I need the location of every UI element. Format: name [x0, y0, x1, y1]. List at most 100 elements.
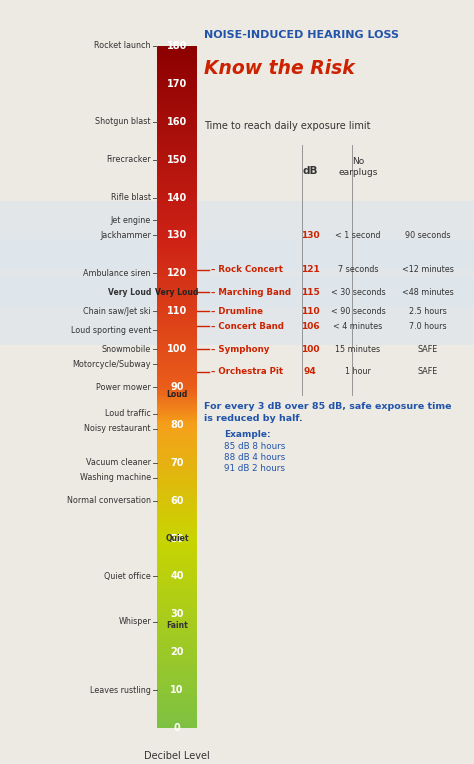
Bar: [157, 294, 197, 296]
Bar: [157, 384, 197, 385]
Bar: [157, 649, 197, 650]
Bar: [157, 482, 197, 484]
Bar: [157, 397, 197, 398]
Text: Noisy restaurant: Noisy restaurant: [84, 424, 151, 433]
Bar: [157, 571, 197, 573]
Text: Leaves rustling: Leaves rustling: [90, 685, 151, 694]
Bar: [157, 476, 197, 478]
Bar: [157, 70, 197, 73]
Bar: [157, 124, 197, 125]
Bar: [157, 60, 197, 61]
Bar: [157, 487, 197, 489]
Bar: [157, 406, 197, 408]
Bar: [157, 156, 197, 158]
Bar: [157, 463, 197, 465]
Text: 94: 94: [304, 367, 316, 377]
Bar: [157, 165, 197, 167]
Bar: [157, 249, 197, 251]
Bar: [157, 256, 197, 258]
Text: Know the Risk: Know the Risk: [204, 60, 355, 78]
Bar: [157, 241, 197, 243]
Bar: [157, 274, 197, 275]
Bar: [157, 101, 197, 103]
Bar: [157, 658, 197, 660]
Text: NOISE-INDUCED HEARING LOSS: NOISE-INDUCED HEARING LOSS: [204, 30, 399, 40]
Text: 150: 150: [167, 154, 187, 165]
Bar: [157, 637, 197, 639]
Bar: [157, 610, 197, 613]
Bar: [157, 286, 197, 289]
Text: Shotgun blast: Shotgun blast: [95, 118, 151, 126]
Bar: [157, 321, 197, 322]
Bar: [157, 617, 197, 618]
Text: <12 minutes: <12 minutes: [402, 265, 454, 274]
Bar: [157, 656, 197, 658]
Bar: [157, 309, 197, 311]
Bar: [157, 630, 197, 631]
Text: 70: 70: [170, 458, 184, 468]
Text: 106: 106: [301, 322, 319, 331]
Text: – Orchestra Pit: – Orchestra Pit: [211, 367, 283, 377]
Bar: [157, 354, 197, 357]
Text: Very Loud: Very Loud: [155, 288, 199, 296]
Text: – Rock Concert: – Rock Concert: [211, 265, 283, 274]
Bar: [157, 264, 197, 266]
Bar: [157, 299, 197, 302]
Bar: [157, 686, 197, 688]
Text: 0: 0: [173, 723, 181, 733]
Bar: [157, 380, 197, 381]
Bar: [157, 105, 197, 107]
Bar: [157, 533, 197, 535]
Text: 130: 130: [167, 231, 187, 241]
Bar: [157, 497, 197, 499]
Bar: [157, 692, 197, 694]
Bar: [157, 603, 197, 605]
Bar: [157, 266, 197, 267]
Text: 7 seconds: 7 seconds: [338, 265, 378, 274]
Bar: [157, 143, 197, 144]
Bar: [157, 555, 197, 558]
Bar: [157, 103, 197, 105]
Text: Normal conversation: Normal conversation: [67, 496, 151, 505]
Bar: [157, 364, 197, 366]
Bar: [157, 675, 197, 677]
Bar: [157, 448, 197, 449]
Text: 100: 100: [167, 344, 187, 354]
Bar: [157, 698, 197, 700]
Bar: [157, 188, 197, 190]
Bar: [157, 590, 197, 591]
Bar: [157, 279, 197, 281]
Bar: [157, 205, 197, 207]
Text: 1 hour: 1 hour: [345, 367, 371, 377]
Bar: [157, 345, 197, 347]
Bar: [157, 650, 197, 652]
Bar: [157, 61, 197, 63]
Bar: [157, 107, 197, 108]
Bar: [157, 582, 197, 584]
Text: 90: 90: [170, 382, 184, 392]
Text: Firecracker: Firecracker: [106, 155, 151, 164]
Bar: [157, 194, 197, 196]
Bar: [157, 597, 197, 599]
Bar: [157, 148, 197, 151]
Bar: [157, 508, 197, 510]
Bar: [157, 688, 197, 690]
Text: For every 3 dB over 85 dB, safe exposure time: For every 3 dB over 85 dB, safe exposure…: [204, 402, 452, 411]
Bar: [157, 173, 197, 175]
Bar: [157, 660, 197, 662]
Bar: [157, 548, 197, 550]
Bar: [157, 374, 197, 376]
Bar: [157, 471, 197, 472]
Text: 15 minutes: 15 minutes: [336, 345, 381, 354]
Bar: [157, 116, 197, 118]
Bar: [157, 645, 197, 646]
Text: 60: 60: [170, 496, 184, 506]
Bar: [157, 199, 197, 202]
Text: 115: 115: [301, 288, 319, 296]
Bar: [157, 398, 197, 400]
Bar: [157, 325, 197, 326]
Bar: [157, 720, 197, 722]
Text: < 30 seconds: < 30 seconds: [331, 288, 385, 296]
Bar: [157, 220, 197, 222]
Bar: [157, 472, 197, 474]
